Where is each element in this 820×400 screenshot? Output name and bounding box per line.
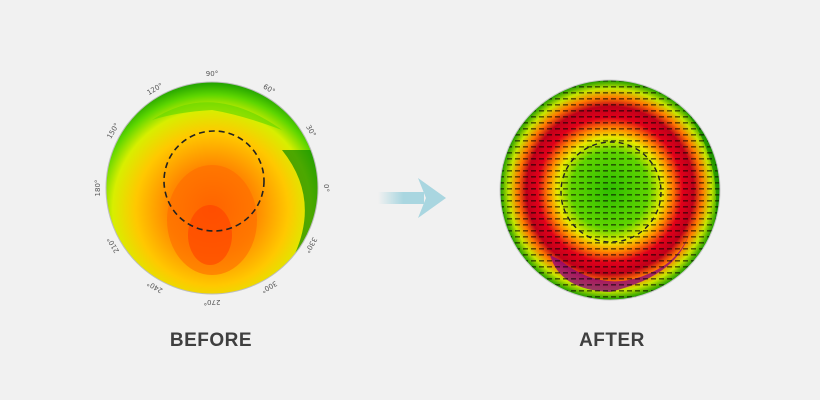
- right-arrow-icon: [378, 178, 446, 218]
- before-topography-map: 90° 60° 30° 0° 330° 300° 270° 240° 210° 180° 150° 1…: [92, 60, 332, 310]
- angle-tick-label: 90°: [206, 70, 218, 78]
- angle-tick-label: 0°: [322, 184, 330, 192]
- after-label: AFTER: [579, 330, 645, 351]
- angle-tick-label: 180°: [94, 180, 102, 197]
- angle-tick-label: 30°: [304, 124, 317, 139]
- after-map-graphic: [499, 79, 721, 301]
- angle-tick-label: 60°: [262, 83, 277, 96]
- before-map-graphic: 90°60°30°0°330°300°270°240°210°180°150°1…: [94, 70, 330, 306]
- before-label: BEFORE: [169, 330, 253, 351]
- angle-tick-label: 270°: [204, 298, 221, 306]
- after-topography-map: [490, 60, 730, 310]
- before-pupil-zone: [163, 130, 265, 232]
- after-pupil-zone: [560, 141, 662, 243]
